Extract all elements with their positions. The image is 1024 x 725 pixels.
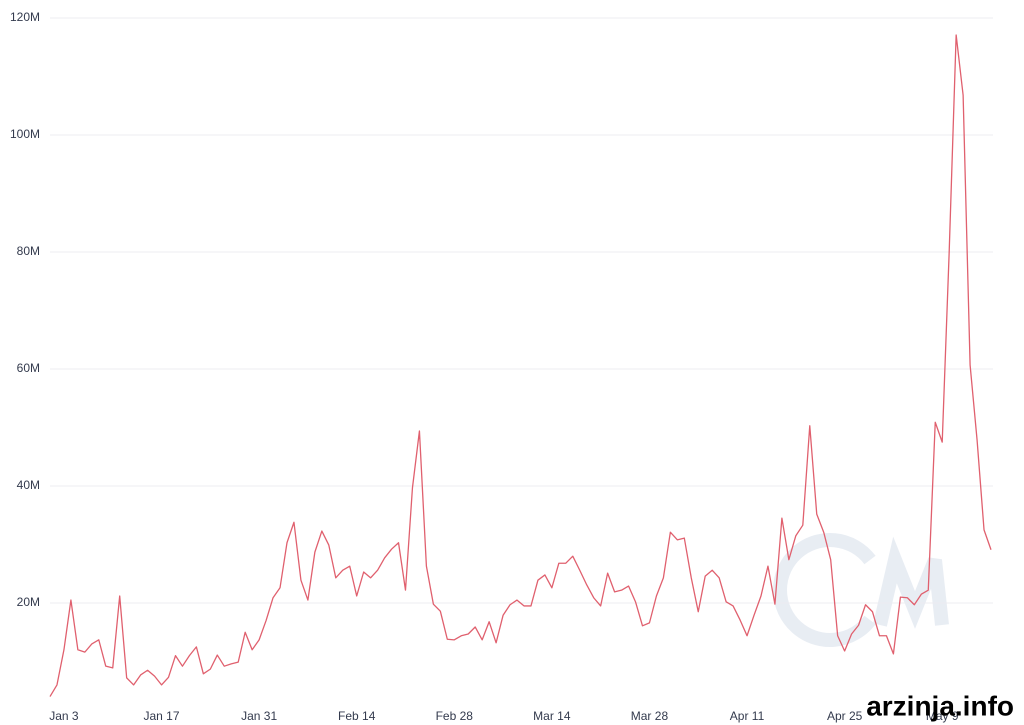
x-tick-label: Feb 28 (436, 709, 474, 723)
x-tick-label: Apr 11 (730, 709, 765, 723)
y-tick-label: 120M (10, 10, 40, 24)
x-tick-label: May 9 (926, 709, 959, 723)
x-tick-label: Jan 3 (49, 709, 79, 723)
y-tick-label: 100M (10, 127, 40, 141)
y-tick-label: 40M (17, 478, 40, 492)
x-tick-label: Jan 31 (241, 709, 277, 723)
y-tick-label: 60M (17, 361, 40, 375)
y-tick-label: 20M (17, 595, 40, 609)
x-tick-label: Mar 14 (533, 709, 571, 723)
logo-watermark (773, 533, 949, 647)
x-tick-label: Jan 17 (144, 709, 180, 723)
x-tick-label: Feb 14 (338, 709, 376, 723)
y-tick-label: 80M (17, 244, 40, 258)
watermark: arzinja.info (866, 690, 1014, 721)
x-tick-label: Mar 28 (631, 709, 669, 723)
data-line (49, 34, 992, 697)
x-tick-label: Apr 25 (827, 709, 863, 723)
